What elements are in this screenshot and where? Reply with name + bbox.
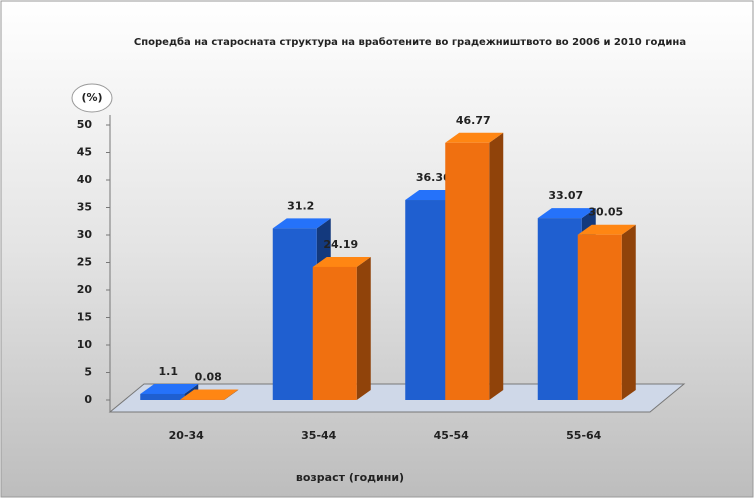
- bar: [140, 394, 184, 400]
- y-tick-label: 10: [77, 338, 93, 351]
- y-tick-label: 25: [77, 256, 92, 269]
- data-label: 31.2: [287, 199, 314, 212]
- data-label: 0.08: [195, 371, 222, 384]
- y-tick-label: 45: [77, 146, 92, 159]
- x-axis-label: возраст (години): [296, 471, 404, 484]
- bar-side: [622, 225, 636, 400]
- bar: [273, 228, 317, 400]
- y-tick-label: 40: [77, 173, 93, 186]
- y-axis-label: (%): [81, 91, 102, 104]
- bar-side: [357, 257, 371, 400]
- x-tick-label: 20-34: [169, 429, 205, 442]
- x-tick-label: 35-44: [301, 429, 337, 442]
- bar: [313, 267, 357, 400]
- y-tick-label: 50: [77, 118, 93, 131]
- y-tick-label: 0: [84, 393, 92, 406]
- data-label: 30.05: [588, 206, 623, 219]
- y-tick-label: 35: [77, 201, 92, 214]
- y-tick-label: 30: [77, 228, 93, 241]
- data-label: 33.07: [548, 189, 583, 202]
- y-tick-label: 5: [84, 366, 92, 379]
- data-label: 24.19: [323, 238, 358, 251]
- chart-title: Споредба на старосната структура на враб…: [134, 36, 686, 48]
- bar: [538, 218, 582, 400]
- x-tick-label: 45-54: [434, 429, 470, 442]
- bar-side: [489, 133, 503, 400]
- bar: [405, 200, 449, 400]
- bar: [445, 143, 489, 400]
- bar: [578, 235, 622, 400]
- data-label: 46.77: [456, 114, 491, 127]
- x-tick-label: 55-64: [566, 429, 602, 442]
- data-label: 1.1: [159, 365, 179, 378]
- y-tick-label: 20: [77, 283, 93, 296]
- y-tick-label: 15: [77, 311, 92, 324]
